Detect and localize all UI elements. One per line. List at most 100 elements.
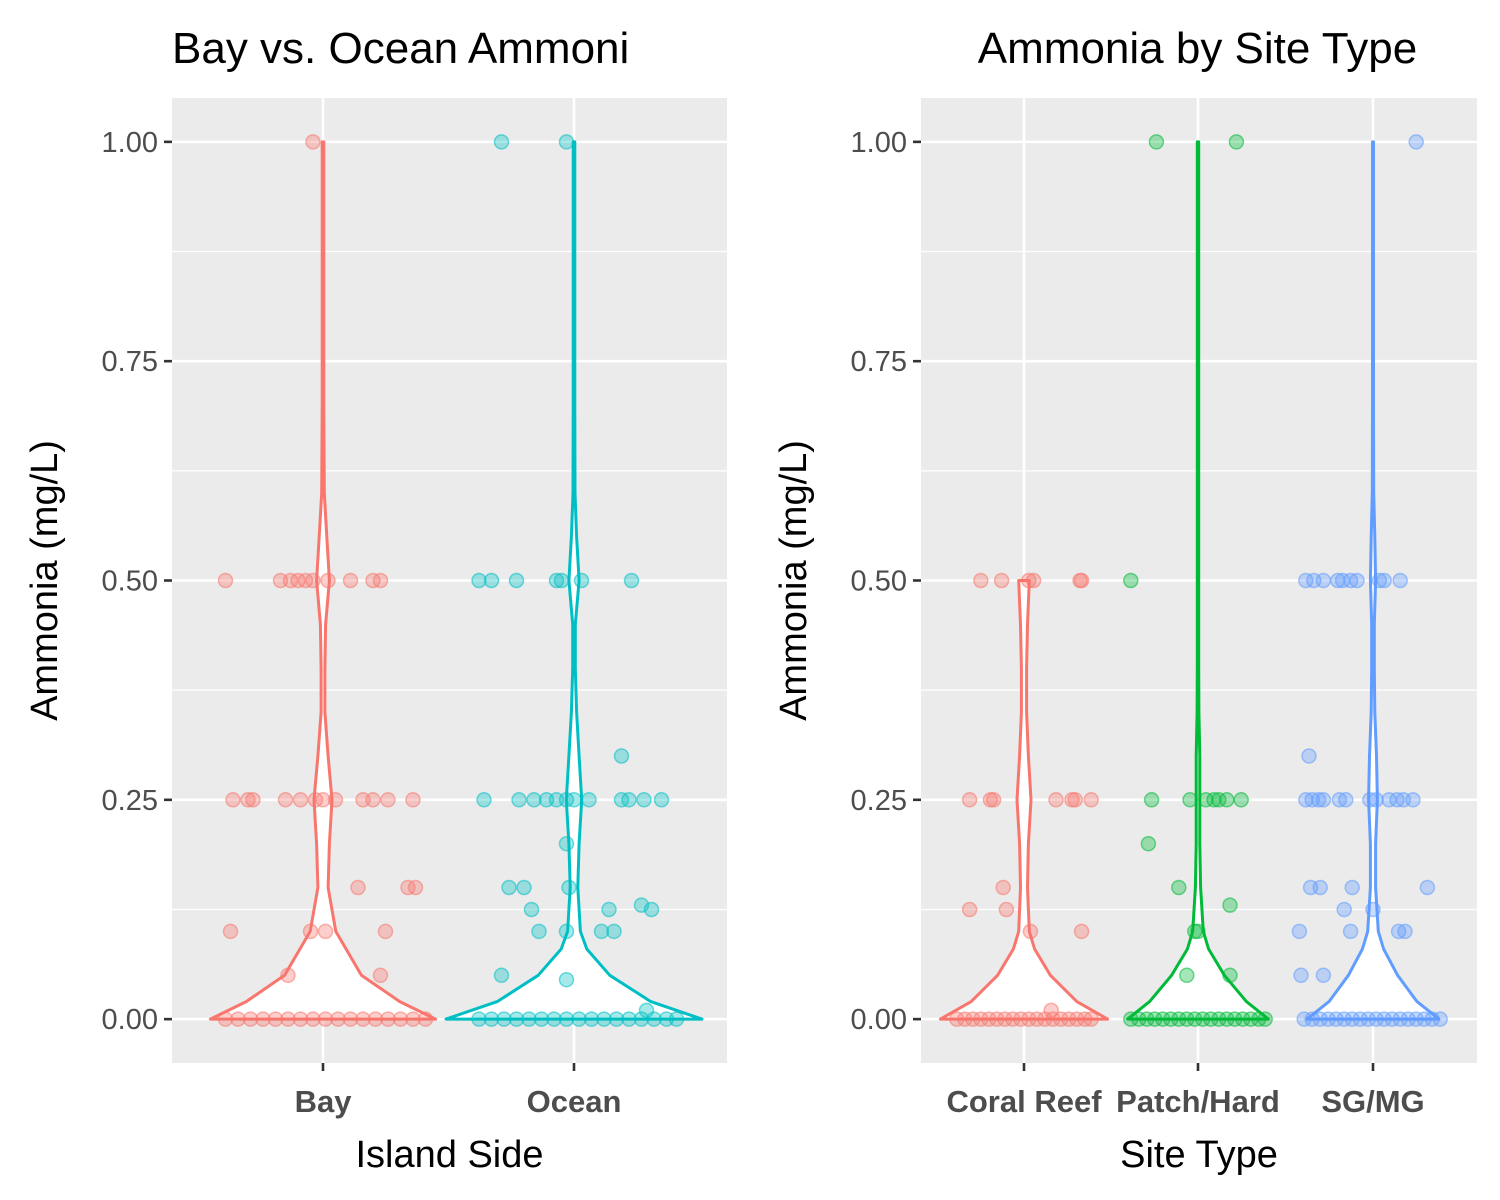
chart-right-title: Ammonia by Site Type [978, 24, 1417, 73]
x-tick-label: Coral Reef [946, 1084, 1102, 1119]
chart-right: Ammonia by Site Type 0.00 0.25 0.50 0.75 1.0… [773, 24, 1477, 1176]
data-point [1187, 1011, 1203, 1027]
data-point [280, 1011, 296, 1027]
data-point [405, 1011, 421, 1027]
x-tick-label: Ocean [527, 1084, 622, 1119]
data-point [255, 1011, 271, 1027]
data-point [531, 923, 547, 940]
data-point [511, 792, 527, 808]
data-point [961, 901, 978, 918]
data-point [1143, 792, 1160, 808]
data-point [1349, 572, 1365, 589]
data-point [493, 134, 510, 150]
data-point [621, 792, 637, 808]
data-point [1029, 1011, 1045, 1027]
y-tick-label: 0.25 [851, 785, 907, 817]
data-point [558, 134, 575, 150]
data-point [1083, 1011, 1099, 1027]
chart-left: Bay vs. Ocean Ammoni 0.00 0.25 0.50 0.75 1.0… [24, 24, 727, 1176]
y-tick-label: 0.75 [851, 346, 907, 378]
data-point [245, 792, 261, 808]
data-point [1171, 1011, 1187, 1027]
data-point [372, 967, 389, 984]
data-point [230, 1011, 246, 1027]
data-point [1222, 897, 1238, 913]
data-point [1304, 1011, 1320, 1027]
data-point [217, 572, 234, 589]
chart-right-x-axis: Coral Reef Patch/Hard SG/MG [946, 1063, 1425, 1119]
data-point [1365, 901, 1381, 918]
data-point [1182, 792, 1198, 808]
data-point [222, 923, 239, 940]
data-point [501, 879, 517, 896]
y-tick-label: 0.00 [102, 1004, 158, 1036]
data-point [1392, 572, 1408, 589]
data-point [558, 971, 575, 988]
data-point [636, 792, 652, 808]
data-point [372, 572, 389, 589]
data-point [1336, 1011, 1352, 1027]
data-point [217, 1011, 234, 1027]
data-point [1392, 1011, 1408, 1027]
data-point [367, 1011, 384, 1027]
data-point [995, 879, 1011, 896]
data-point [330, 1011, 346, 1027]
data-point [471, 1011, 487, 1027]
data-point [305, 1011, 321, 1027]
data-point [961, 792, 978, 808]
data-point [342, 1011, 359, 1027]
violin [938, 579, 1110, 1021]
data-point [1155, 1011, 1171, 1027]
y-tick-label: 0.75 [102, 346, 158, 378]
data-point [558, 1011, 575, 1027]
chart-left-x-title: Island Side [355, 1134, 543, 1176]
data-point [508, 1011, 525, 1027]
data-point [596, 1011, 612, 1027]
data-point [1368, 1011, 1384, 1027]
data-point [1073, 923, 1090, 940]
data-point [561, 879, 577, 896]
data-point [320, 572, 336, 589]
data-point [1315, 572, 1332, 589]
data-point [533, 1011, 550, 1027]
data-point [1219, 792, 1235, 808]
data-point [1352, 1011, 1368, 1027]
y-tick-label: 1.00 [851, 127, 907, 159]
data-point [1310, 792, 1327, 808]
data-point [608, 1011, 625, 1027]
data-point [1190, 923, 1206, 940]
data-point [1397, 923, 1413, 940]
data-point [571, 1011, 587, 1027]
data-point [1408, 134, 1424, 150]
data-point [573, 572, 590, 589]
data-point [1360, 1011, 1376, 1027]
data-point [621, 1011, 637, 1027]
data-point [601, 901, 617, 918]
data-point [317, 1011, 334, 1027]
data-point [292, 1011, 309, 1027]
data-point [1203, 1011, 1219, 1027]
data-point [1140, 835, 1157, 852]
data-point [548, 572, 565, 589]
x-tick-label: Patch/Hard [1116, 1084, 1280, 1119]
data-point [476, 792, 492, 808]
y-tick-label: 0.50 [851, 566, 907, 598]
data-point [1083, 792, 1099, 808]
data-point [521, 1011, 537, 1027]
data-point [1338, 792, 1354, 808]
y-tick-label: 0.25 [102, 785, 158, 817]
data-point [558, 923, 575, 940]
data-point [1025, 572, 1042, 589]
data-point [1416, 1011, 1432, 1027]
data-point [957, 1011, 973, 1027]
data-point [1376, 572, 1392, 589]
data-point [613, 748, 630, 764]
data-point [1139, 1011, 1155, 1027]
data-point [668, 1011, 685, 1027]
data-point [646, 1011, 662, 1027]
data-point [1315, 792, 1332, 808]
data-point [546, 1011, 562, 1027]
chart-right-points [949, 134, 1448, 1027]
data-point [1211, 1011, 1227, 1027]
